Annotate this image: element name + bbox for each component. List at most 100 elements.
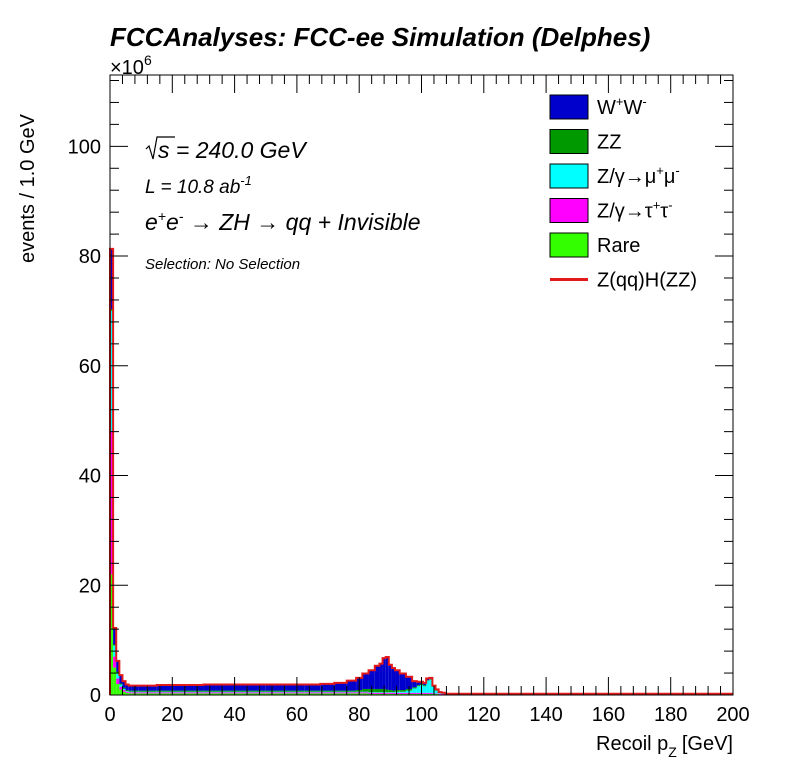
bar-rare-18 [362,693,369,695]
bar-z--25 [391,692,396,693]
bar-zz-10 [156,690,204,692]
bar-zz-20 [374,688,380,693]
bar-w-w--10 [156,685,204,691]
bar-w-w--30 [416,681,420,686]
bar-w-w--29 [412,681,417,688]
bar-z--16 [346,692,357,694]
legend-label-z--3: Z/γ→τ+τ- [597,198,673,223]
bar-z--3 [119,684,123,687]
bar-w-w--16 [346,680,357,691]
bar-z--37 [438,692,442,694]
bar-rare-6 [128,693,132,695]
x-tick-label-80: 80 [348,704,370,726]
bar-rare-7 [131,693,135,695]
bar-z--26 [395,691,400,693]
bar-z--37 [438,693,442,695]
bar-w-w--21 [379,663,383,689]
bar-z--32 [423,692,427,694]
bar-z--2 [116,673,120,679]
bar-rare-36 [435,693,439,695]
bar-z--25 [391,692,396,694]
bar-z--23 [385,692,389,694]
bar-z--16 [346,691,357,693]
bar-zz-1 [113,644,117,646]
bar-rare-24 [388,693,392,695]
bar-w-w--24 [388,664,392,691]
bar-w-w--5 [125,684,129,691]
bar-rare-2 [116,684,120,695]
bar-zz-27 [399,690,406,692]
bar-z--8 [134,692,139,694]
bar-zz-15 [334,690,347,692]
bar-z--0 [110,431,114,575]
y-tick-label-80: 80 [79,246,101,268]
bar-z--23 [385,692,389,693]
bar-z--18 [362,692,369,694]
bar-rare-34 [429,693,433,695]
bar-z--36 [435,690,439,694]
bar-zz-26 [395,690,400,692]
bar-rare-16 [346,693,357,695]
y-exponent: ×106 [110,52,152,79]
bar-rare-13 [304,693,321,695]
bar-rare-10 [156,693,204,695]
bar-z--33 [426,692,430,694]
bar-z--29 [412,692,417,694]
bar-zz-16 [346,690,357,692]
bar-rare-14 [320,693,335,695]
bar-z--13 [304,692,321,694]
bar-w-w--12 [265,684,305,691]
bar-rare-15 [334,693,347,695]
bar-zz-21 [379,688,383,693]
bar-rare-32 [423,693,427,695]
bar-zz-14 [320,690,335,692]
y-axis-label: events / 1.0 GeV [17,113,39,263]
bar-z--33 [426,680,430,693]
bar-z--21 [379,692,383,693]
legend-swatch-z--2 [549,163,589,189]
bar-z--27 [399,692,406,694]
bar-z--4 [122,690,126,692]
bar-z--21 [379,692,383,694]
bar-zz-18 [362,688,369,692]
bar-rare-1 [113,667,117,695]
sqrt-s-label: s = 240.0 GeV [158,137,308,163]
x-tick-label-20: 20 [161,704,183,726]
annotation-sqrt-s: s = 240.0 GeV [145,136,308,163]
bar-z--14 [320,692,335,694]
bar-z--7 [131,692,135,694]
x-tick-label-100: 100 [405,704,438,726]
legend-swatch-rare-4 [549,232,589,258]
bar-w-w--15 [334,682,347,691]
bar-w-w--6 [128,685,132,691]
bar-w-w--2 [116,660,120,672]
bar-zz-12 [265,690,305,692]
y-tick-label-0: 0 [90,685,101,707]
bar-rare-0 [110,574,114,695]
bar-z--20 [374,692,380,694]
bar-z--18 [362,691,369,693]
bar-w-w--18 [362,673,369,689]
bar-w-w--13 [304,684,321,691]
bar-z--2 [116,678,120,685]
bar-zz-7 [131,690,135,692]
legend-swatch-w-0 [549,94,589,120]
x-tick-label-60: 60 [286,704,308,726]
bar-w-w--8 [134,685,139,691]
bar-w-w--4 [122,681,126,688]
bar-z--29 [412,688,417,693]
bar-z--10 [156,691,204,693]
process-label: e+e- → ZH → qq + Invisible [145,208,421,235]
x-tick-label-160: 160 [592,704,625,726]
bar-rare-4 [122,691,126,695]
bar-rare-29 [412,693,417,695]
bar-zz-32 [423,685,427,687]
bar-zz-34 [429,679,433,680]
bar-rare-8 [134,693,139,695]
legend-label-w-0: W+W- [597,94,647,119]
bar-z--32 [423,686,427,693]
bar-z--14 [320,691,335,693]
bar-z--5 [125,691,129,692]
